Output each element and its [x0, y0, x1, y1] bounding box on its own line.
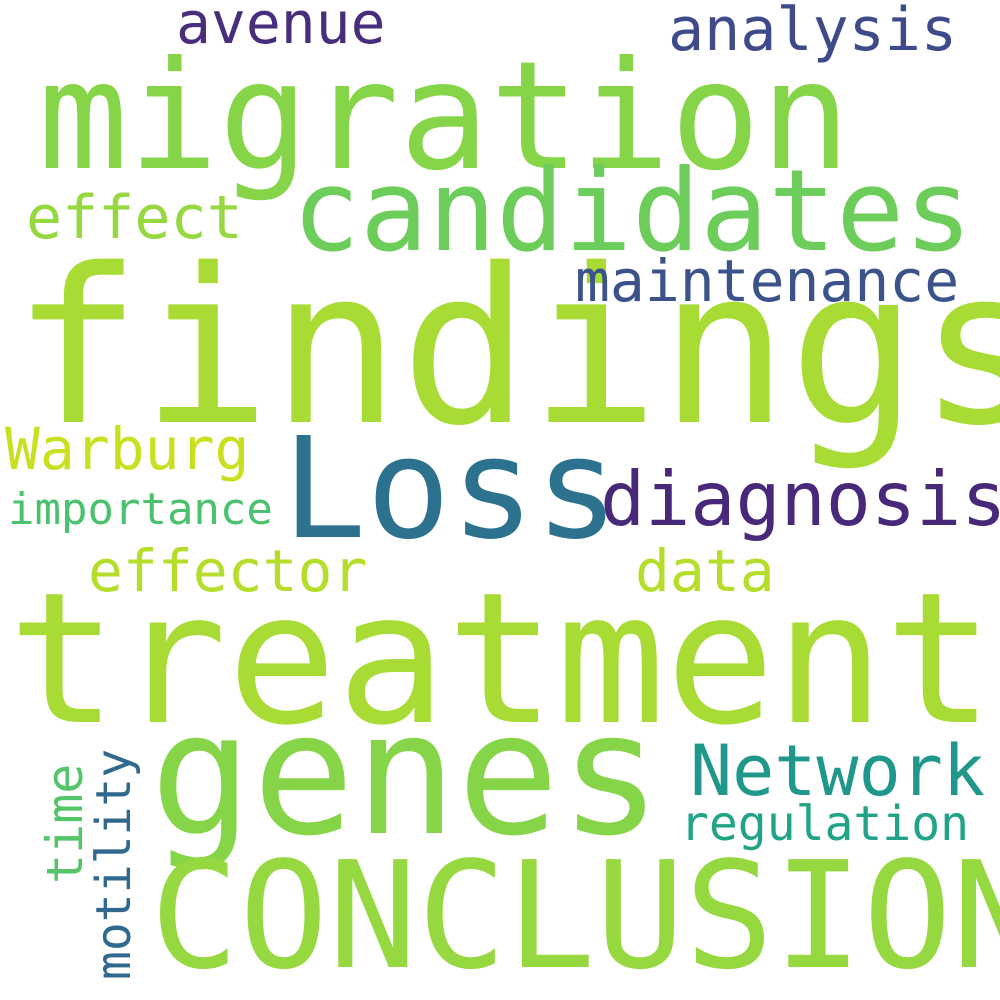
word-genes: genes — [150, 676, 662, 874]
word-motility: motility — [86, 748, 142, 980]
word-maintenance: maintenance — [575, 247, 960, 315]
word-candidates: candidates — [292, 145, 973, 277]
word-regulation: regulation — [680, 796, 969, 852]
word-diagnosis: diagnosis — [600, 455, 1000, 543]
word-findings: findings — [12, 222, 1000, 473]
word-effect: effect — [26, 183, 243, 253]
word-warburg: Warburg — [5, 415, 250, 483]
word-treatment: treatment — [8, 553, 995, 765]
word-conclusion: CONCLUSION — [150, 830, 1000, 1000]
word-avenue: avenue — [176, 0, 386, 57]
word-analysis: analysis — [668, 0, 957, 65]
word-time: time — [36, 763, 94, 884]
word-migration: migration — [38, 30, 851, 204]
word-importance: importance — [8, 484, 273, 535]
word-network: Network — [690, 730, 986, 812]
word-effector: effector — [88, 537, 368, 605]
word-loss: Loss — [282, 408, 620, 571]
word-data: data — [635, 537, 775, 605]
